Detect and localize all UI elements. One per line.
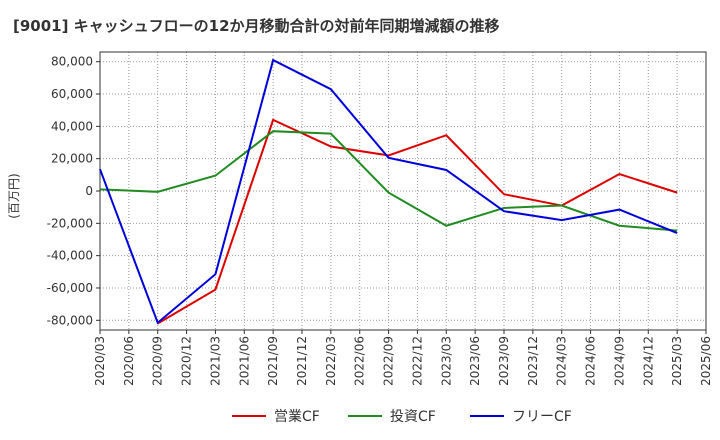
x-tick-label: 2020/12 (180, 336, 194, 386)
y-tick-label: 40,000 (51, 119, 93, 133)
y-tick-label: 80,000 (51, 55, 93, 69)
y-tick-label: -40,000 (47, 249, 93, 263)
x-axis-ticks: 2020/03 2020/06 2020/09 2020/12 2021/03 2021/… (93, 330, 713, 386)
x-tick-label: 2022/03 (324, 336, 338, 386)
x-tick-label: 2023/09 (497, 336, 511, 386)
x-tick-label: 2023/06 (468, 336, 482, 386)
series-line (99, 130, 678, 232)
x-tick-label: 2021/12 (295, 336, 309, 386)
x-tick-label: 2022/09 (382, 336, 396, 386)
x-tick-label: 2024/03 (555, 336, 569, 386)
legend-label: 投資CF (390, 409, 436, 425)
x-tick-label: 2020/09 (151, 336, 165, 386)
x-tick-label: 2025/03 (670, 336, 684, 386)
x-tick-label: 2022/12 (410, 336, 424, 386)
x-tick-label: 2020/06 (122, 336, 136, 386)
series-line (99, 58, 678, 325)
x-tick-label: 2024/06 (584, 336, 598, 386)
y-tick-label: -80,000 (47, 313, 93, 327)
x-tick-label: 2025/06 (699, 336, 713, 386)
y-tick-label: -20,000 (47, 216, 93, 230)
x-tick-label: 2023/12 (526, 336, 540, 386)
x-tick-label: 2023/03 (439, 336, 453, 386)
y-tick-label: 20,000 (51, 152, 93, 166)
y-tick-label: -60,000 (47, 281, 93, 295)
x-tick-label: 2021/06 (237, 336, 251, 386)
y-axis-ticks: 80,000 60,000 40,000 20,000 0 -20,000 -40,000 -… (47, 55, 100, 327)
x-tick-label: 2020/03 (93, 336, 107, 386)
x-tick-label: 2021/03 (208, 336, 222, 386)
legend-label: 営業CF (274, 409, 320, 425)
legend-label: フリーCF (512, 409, 572, 425)
series-line (157, 118, 678, 325)
chart-title: [9001] キャッシュフローの12か月移動合計の対前年同期増減額の推移 (13, 17, 500, 35)
y-tick-label: 60,000 (51, 87, 93, 101)
grid-lines (99, 52, 707, 330)
y-tick-label: 0 (85, 184, 93, 198)
x-tick-label: 2024/12 (641, 336, 655, 386)
series-lines (99, 58, 678, 325)
x-tick-label: 2021/09 (266, 336, 280, 386)
x-tick-label: 2024/09 (612, 336, 626, 386)
x-tick-label: 2022/06 (353, 336, 367, 386)
legend[interactable]: 営業CF 投資CF フリーCF (232, 409, 572, 425)
y-axis-label: (百万円) (7, 173, 21, 218)
